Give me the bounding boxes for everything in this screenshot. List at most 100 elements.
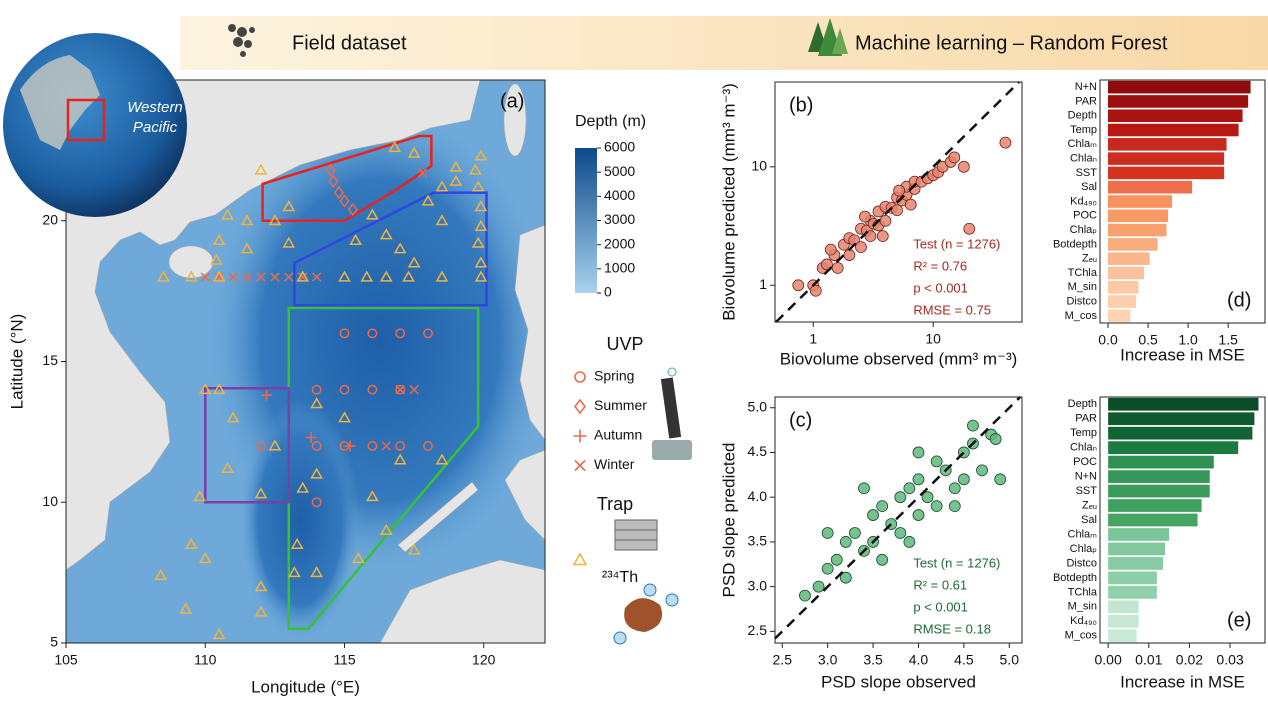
x-tick-label: 5.0 xyxy=(1000,652,1020,668)
legend-marker xyxy=(573,429,587,443)
bar xyxy=(1108,528,1170,541)
point xyxy=(821,258,833,271)
category-label: Zₑᵤ xyxy=(1082,499,1097,511)
y-tick-label: 3.0 xyxy=(748,577,768,593)
station-circle xyxy=(367,328,378,339)
x-tick-label: 0.03 xyxy=(1216,652,1243,668)
station-triangle xyxy=(254,605,268,617)
header-band xyxy=(180,16,1268,70)
station-triangle xyxy=(435,270,449,282)
x-tick-label: 0.02 xyxy=(1176,652,1203,668)
point xyxy=(879,214,892,227)
bar xyxy=(1108,95,1249,108)
legend-label: Autumn xyxy=(594,427,642,443)
station-cross xyxy=(417,168,428,178)
point xyxy=(792,279,805,292)
y-tick-label: 20 xyxy=(42,211,58,227)
category-label: Kd₄₉₀ xyxy=(1070,195,1097,207)
colorbar xyxy=(575,148,597,293)
category-label: Botdepth xyxy=(1053,238,1097,250)
point xyxy=(830,553,843,566)
bar xyxy=(1108,295,1137,308)
station-triangle xyxy=(474,219,488,231)
colorbar-title: Depth (m) xyxy=(575,113,646,130)
station-plus xyxy=(261,389,272,401)
point xyxy=(948,500,961,513)
category-label: Sal xyxy=(1081,514,1097,526)
station-triangle xyxy=(474,200,488,212)
station-triangle xyxy=(407,146,421,158)
bar xyxy=(1108,180,1193,194)
category-label: Temp xyxy=(1070,427,1097,439)
point xyxy=(876,500,889,513)
legend-marker xyxy=(574,371,586,383)
category-label: Chlaₘ xyxy=(1068,138,1098,150)
category-label: PAR xyxy=(1075,95,1097,107)
station-diamond xyxy=(325,163,336,177)
plot-frame xyxy=(1099,396,1266,644)
point xyxy=(821,562,834,575)
y-axis-label: Biovolume predicted (mm³ m⁻³) xyxy=(719,83,738,321)
station-cross xyxy=(214,272,224,282)
bar xyxy=(1108,557,1163,570)
station-circle xyxy=(339,384,350,395)
one-to-one-line xyxy=(774,396,1022,640)
point xyxy=(957,473,970,486)
legend-group: Trap xyxy=(597,494,633,514)
station-triangle xyxy=(240,242,254,254)
station-triangle xyxy=(288,566,301,578)
category-label: Temp xyxy=(1070,124,1097,136)
station-triangle xyxy=(474,256,488,268)
x-tick-label: 3.5 xyxy=(863,652,883,668)
legend-label: Summer xyxy=(594,397,647,413)
globe-inset: Western Pacific xyxy=(3,33,187,217)
station-triangle xyxy=(449,174,463,186)
point xyxy=(948,482,961,495)
category-label: TChla xyxy=(1068,586,1098,598)
bar xyxy=(1108,309,1131,323)
point xyxy=(893,184,906,197)
point xyxy=(843,249,856,261)
station-triangle xyxy=(435,214,449,226)
x-tick-label: 0.01 xyxy=(1135,652,1162,668)
bar xyxy=(1108,484,1210,498)
point xyxy=(849,527,861,539)
point xyxy=(930,455,943,468)
station-circle xyxy=(395,328,406,339)
category-label: Zₑᵤ xyxy=(1082,253,1097,265)
category-label: Chlaₘ xyxy=(1068,528,1098,540)
station-diamond xyxy=(347,202,358,217)
station-triangle xyxy=(471,180,485,192)
bar xyxy=(1108,166,1225,180)
panel-label: (a) xyxy=(500,90,524,112)
station-triangle xyxy=(310,566,323,578)
region xyxy=(293,191,488,307)
y-axis-label: Latitude (°N) xyxy=(7,314,26,410)
bar xyxy=(1108,109,1243,123)
point xyxy=(876,553,889,566)
station-diamond xyxy=(339,194,350,208)
y-tick-label: 4.5 xyxy=(748,443,768,459)
legend-label: Spring xyxy=(594,368,634,384)
header-left: Field dataset xyxy=(292,32,407,54)
station-triangle xyxy=(212,383,226,395)
station-triangle xyxy=(290,537,304,550)
globe-label: Western xyxy=(127,99,183,116)
station-circle xyxy=(311,384,322,395)
station-diamond xyxy=(333,185,345,200)
category-label: Distco xyxy=(1066,557,1097,569)
y-tick-label: 5 xyxy=(50,634,58,650)
bar xyxy=(1108,426,1253,440)
station-triangle xyxy=(193,490,207,502)
station-triangle xyxy=(198,383,212,395)
station-triangle xyxy=(471,236,485,248)
category-label: Chlaₚ xyxy=(1070,543,1098,555)
category-label: Depth xyxy=(1068,110,1097,122)
station-circle xyxy=(423,328,433,339)
station-triangle xyxy=(407,543,421,555)
station-cross xyxy=(270,272,280,282)
station-triangle xyxy=(435,453,449,465)
station-triangle xyxy=(469,163,482,175)
colorbar-tick-label: 2000 xyxy=(604,235,635,251)
x-tick-label: 0.00 xyxy=(1095,652,1122,668)
